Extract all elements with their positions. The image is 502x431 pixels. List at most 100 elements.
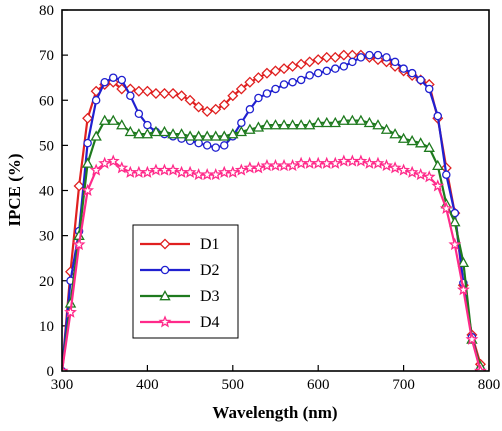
data-point-d1 [295,58,307,70]
data-point-d2 [83,138,92,148]
legend-label-d3: D3 [200,288,220,305]
data-point-d2 [433,111,443,121]
y-tick-label: 40 [39,184,54,200]
data-point-d2 [407,68,417,78]
data-point-d4 [62,364,69,371]
series-line-d4 [62,160,482,371]
data-point-d4 [106,154,120,167]
data-point-d4 [132,165,146,178]
series-d1 [62,49,486,371]
data-point-d4 [209,167,223,181]
data-point-d2 [288,77,297,87]
data-point-d4 [140,165,154,178]
data-point-d4 [439,201,453,215]
data-point-d1 [133,85,145,97]
data-point-d3 [175,128,188,139]
y-tick-label: 20 [39,274,54,290]
data-point-d4 [183,165,197,178]
data-point-d4 [397,163,411,176]
y-tick-label: 70 [39,48,54,64]
data-point-d1 [158,87,170,100]
data-point-d1 [235,83,247,95]
data-point-d3 [107,114,119,125]
data-point-d4 [200,167,214,181]
data-point-d2 [117,75,127,85]
data-point-d3 [363,116,376,128]
data-point-d3 [295,119,307,130]
data-point-d1 [329,51,341,63]
y-tick-label: 30 [39,229,54,245]
x-tick-label: 700 [392,377,415,393]
legend-marker-d3 [159,290,171,301]
data-point-d2 [211,143,220,152]
data-point-d2 [126,91,135,100]
data-point-d3 [192,130,205,141]
data-point-d4 [166,163,180,176]
data-point-d4 [328,156,342,169]
legend-label-d1: D1 [200,236,220,253]
data-point-d4 [380,158,393,172]
legend-item-d2: D2 [140,262,220,279]
data-point-d2 [313,68,323,78]
data-point-d3 [269,119,282,130]
legend-marker-d1 [159,238,171,250]
data-point-d1 [244,76,256,88]
data-point-d4 [465,332,479,345]
data-point-d2 [237,118,246,128]
data-point-d2 [356,53,366,62]
data-point-d1 [210,103,222,115]
data-point-d2 [348,57,357,67]
x-tick-label: 500 [222,377,245,393]
data-point-d3 [167,128,179,139]
data-point-d1 [312,54,324,66]
series-line-d2 [62,54,482,371]
data-point-d3 [227,128,239,139]
data-point-d1 [287,60,299,72]
data-point-d2 [322,66,331,76]
data-point-d2 [305,71,314,80]
data-point-d2 [108,73,118,82]
x-tick-label: 400 [136,377,159,393]
data-point-d1 [227,90,239,102]
data-point-d1 [321,51,333,63]
data-point-d3 [98,114,111,125]
data-point-d1 [167,87,179,100]
x-tick-label: 800 [478,377,501,393]
data-point-d2 [424,84,434,94]
data-point-d3 [235,125,248,137]
data-point-d3 [133,128,145,139]
legend-marker-d2 [160,265,170,275]
data-point-d4 [337,154,351,167]
data-point-d1 [252,72,264,84]
data-point-d3 [397,132,410,143]
data-point-d3 [184,130,196,141]
data-point-d4 [294,156,308,169]
data-point-d4 [371,156,385,169]
data-point-d2 [202,141,212,150]
data-point-d2 [220,141,229,150]
data-point-d2 [399,64,408,73]
data-point-d4 [474,364,487,371]
legend-label-d2: D2 [200,262,220,279]
data-point-d3 [90,130,102,141]
data-point-d1 [176,90,188,102]
data-point-d2 [134,109,144,119]
data-point-d3 [81,157,94,168]
data-point-d4 [345,154,359,167]
data-point-d3 [124,125,137,137]
data-point-d4 [269,158,282,172]
data-point-d2 [91,96,101,105]
data-point-d3 [286,119,299,130]
legend-item-d3: D3 [140,288,220,305]
y-axis-title: IPCE (%) [5,153,24,226]
data-point-d4 [149,163,163,176]
data-point-d1 [150,87,162,100]
data-point-d3 [449,216,461,227]
data-point-d3 [278,119,290,130]
data-point-d3 [303,119,316,130]
data-point-d4 [115,161,129,174]
data-point-d1 [338,49,350,61]
legend-item-d4: D4 [140,314,220,331]
data-point-d3 [116,119,128,130]
